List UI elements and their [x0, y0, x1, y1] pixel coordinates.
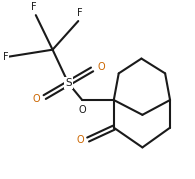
Text: O: O [78, 105, 86, 115]
Text: S: S [65, 78, 72, 88]
Text: F: F [31, 2, 37, 12]
Text: O: O [97, 62, 105, 72]
Text: O: O [77, 134, 84, 144]
Text: F: F [3, 52, 8, 62]
Text: O: O [32, 94, 40, 104]
Text: F: F [77, 8, 83, 18]
